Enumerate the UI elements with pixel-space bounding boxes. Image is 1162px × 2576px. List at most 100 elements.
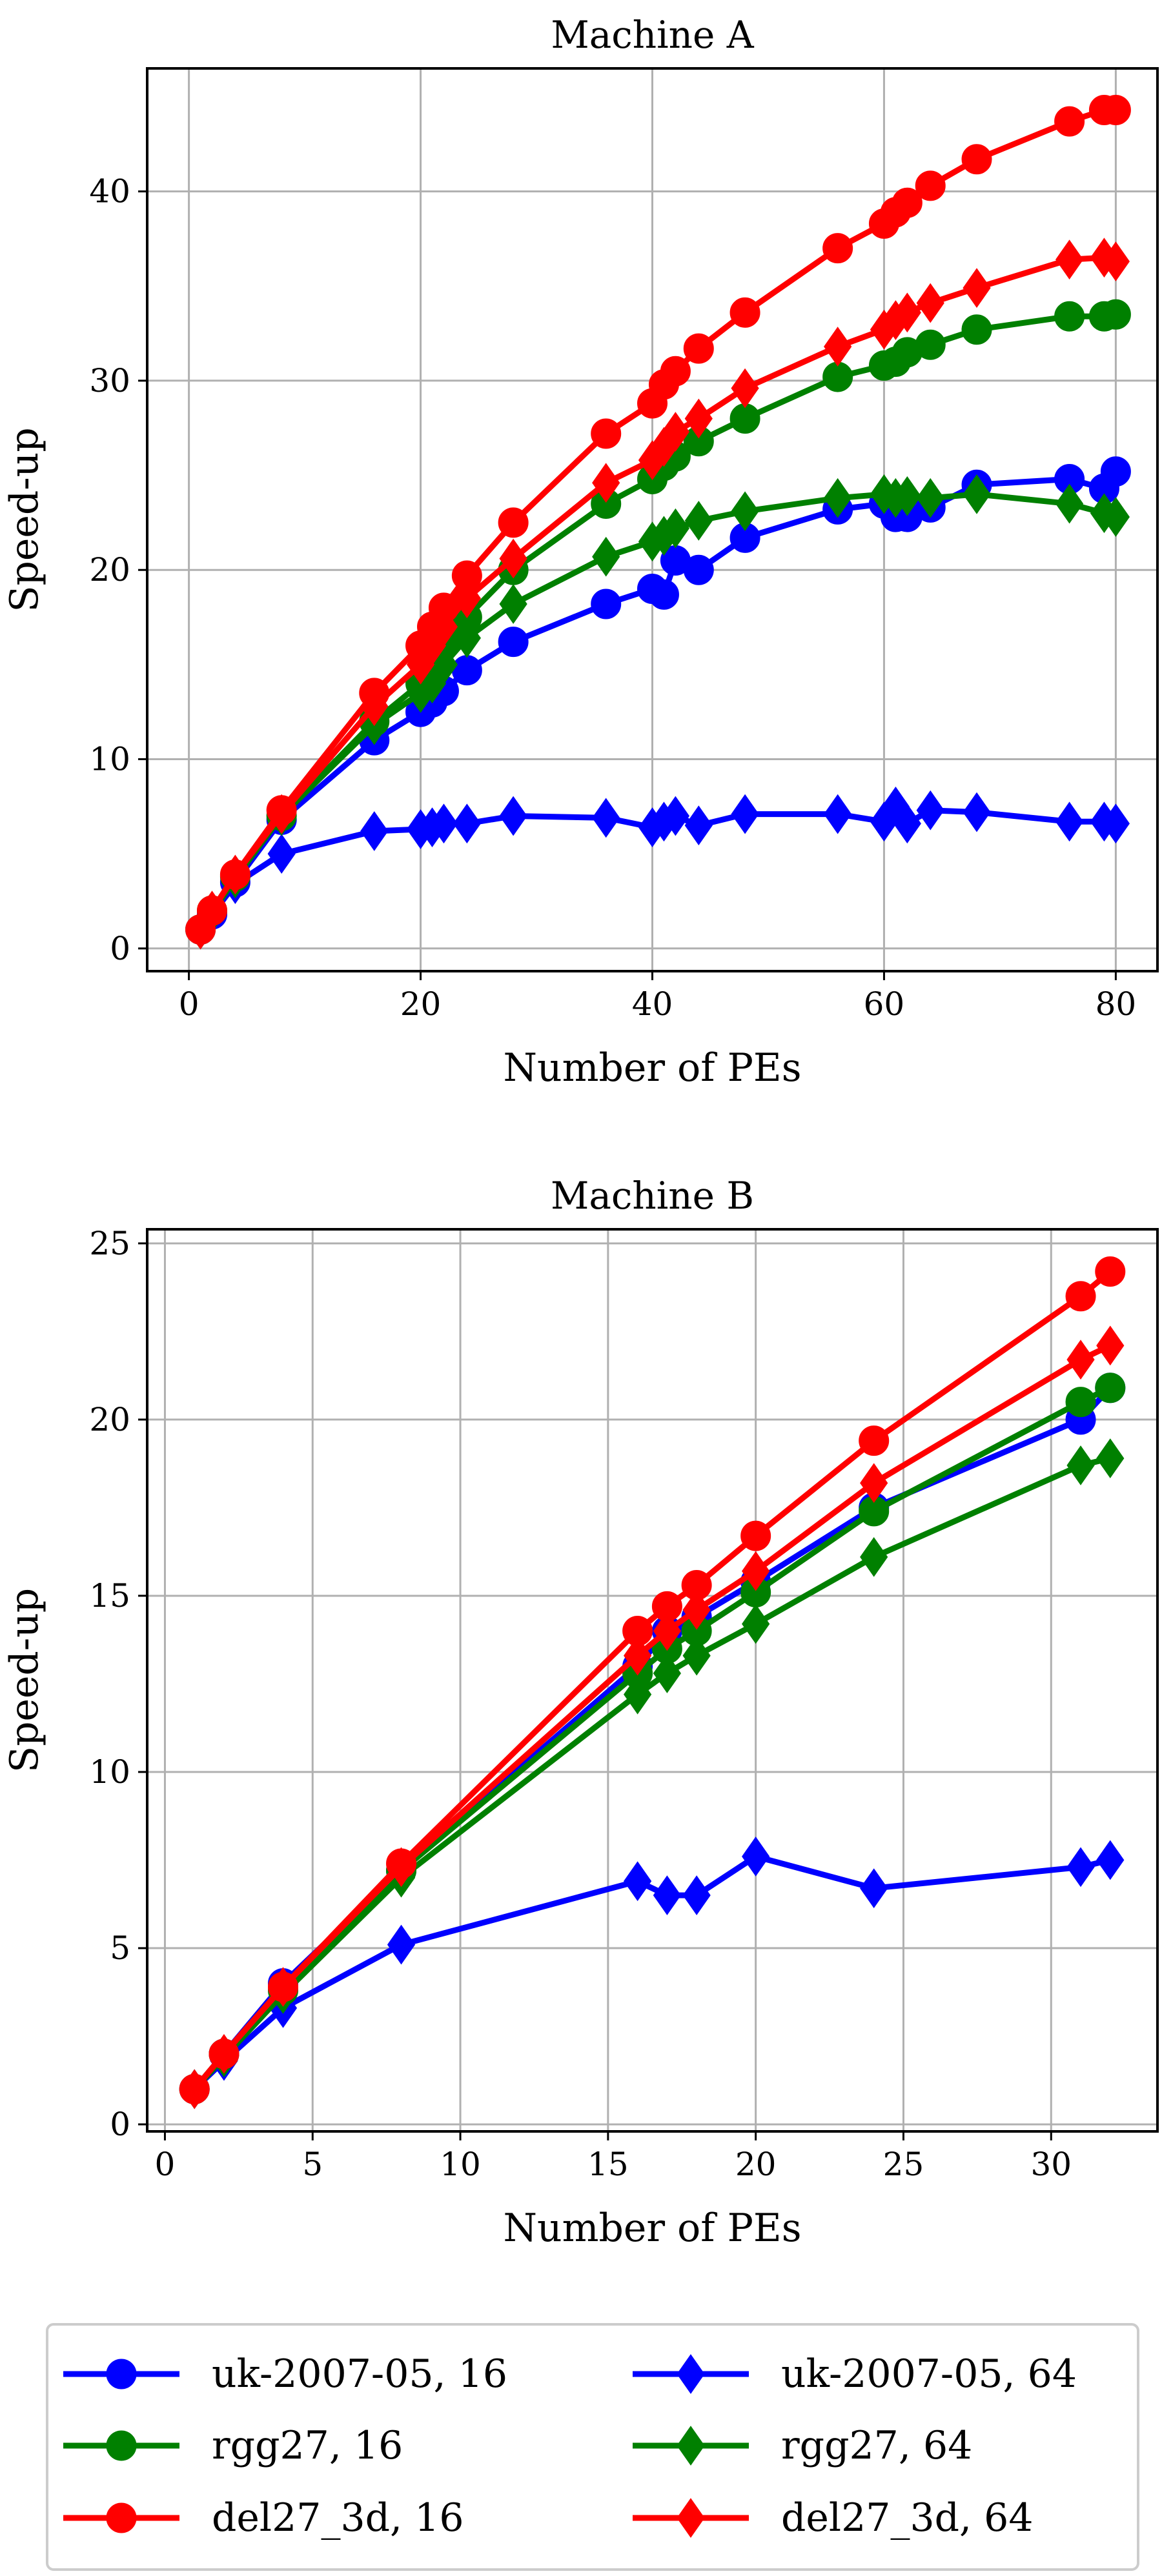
data-point xyxy=(1066,1847,1095,1887)
y-tick-label: 10 xyxy=(89,741,130,778)
data-point xyxy=(742,1604,770,1644)
series-rgg27-16 xyxy=(179,1373,1126,2104)
data-point xyxy=(915,329,946,360)
data-point xyxy=(729,297,760,328)
y-tick-label: 25 xyxy=(89,1225,130,1262)
y-tick-label: 0 xyxy=(110,2106,130,2143)
chart-title: Machine B xyxy=(551,1174,754,1218)
data-point xyxy=(1095,1256,1126,1287)
y-tick-label: 0 xyxy=(110,930,130,967)
x-tick-label: 60 xyxy=(864,985,905,1023)
legend-entry: del27_3d, 64 xyxy=(633,2495,1034,2541)
data-point xyxy=(893,476,921,516)
data-point xyxy=(198,891,227,931)
data-point xyxy=(653,1875,681,1915)
series-uk-2007-05-64 xyxy=(186,786,1130,950)
data-point xyxy=(1055,239,1084,280)
x-tick-label: 10 xyxy=(440,2146,481,2183)
data-point xyxy=(267,834,296,874)
series-rgg27-64 xyxy=(180,1438,1125,2109)
legend-label: uk-2007-05, 16 xyxy=(212,2351,507,2397)
data-point xyxy=(661,508,690,548)
data-point xyxy=(961,314,992,345)
x-tick-label: 20 xyxy=(735,2146,777,2183)
data-point xyxy=(429,803,458,844)
data-point xyxy=(1066,1445,1095,1485)
x-axis-label: Number of PEs xyxy=(503,2206,801,2251)
data-point xyxy=(592,798,620,838)
data-point xyxy=(660,356,691,387)
data-point xyxy=(683,554,714,585)
plot-area xyxy=(179,1256,1126,2109)
data-point xyxy=(387,1924,416,1965)
x-tick-label: 0 xyxy=(179,985,199,1023)
data-point xyxy=(859,1425,890,1456)
data-point xyxy=(963,792,991,832)
data-point xyxy=(860,1868,888,1909)
data-point xyxy=(916,790,944,830)
data-point xyxy=(624,1861,652,1902)
x-tick-label: 25 xyxy=(883,2146,924,2183)
legend-label: uk-2007-05, 64 xyxy=(781,2351,1077,2397)
data-point xyxy=(387,1847,416,1887)
data-point xyxy=(740,1520,771,1551)
x-tick-label: 15 xyxy=(587,2146,629,2183)
data-point xyxy=(684,501,713,541)
data-point xyxy=(591,418,622,449)
data-point xyxy=(1096,1325,1125,1366)
legend-marker-diamond xyxy=(677,2354,705,2394)
legend-label: del27_3d, 64 xyxy=(781,2495,1034,2541)
y-tick-label: 5 xyxy=(110,1929,130,1967)
y-tick-label: 20 xyxy=(89,551,130,589)
data-point xyxy=(860,1536,888,1577)
y-axis-label: Speed-up xyxy=(2,1588,47,1773)
data-point xyxy=(453,618,481,658)
data-point xyxy=(453,578,481,619)
series-uk-2007-05-16 xyxy=(179,1373,1126,2104)
data-point xyxy=(1055,483,1084,524)
data-point xyxy=(453,803,481,844)
data-point xyxy=(1065,1281,1096,1312)
data-point xyxy=(451,655,482,686)
legend-marker-circle xyxy=(106,2502,137,2533)
data-point xyxy=(499,538,527,579)
data-point xyxy=(1054,106,1085,137)
data-point xyxy=(683,333,714,364)
data-point xyxy=(682,1589,711,1630)
data-point xyxy=(1101,241,1130,282)
data-point xyxy=(499,584,527,624)
data-point xyxy=(269,1967,298,2007)
data-point xyxy=(267,794,296,834)
data-point xyxy=(498,507,529,538)
data-point xyxy=(892,187,922,218)
x-tick-label: 40 xyxy=(632,985,673,1023)
data-point xyxy=(684,398,713,439)
data-point xyxy=(893,803,921,844)
legend-entry: rgg27, 16 xyxy=(63,2423,403,2468)
chart-title: Machine A xyxy=(551,13,754,57)
legend-marker-diamond xyxy=(677,2498,705,2538)
y-axis-label: Speed-up xyxy=(2,427,47,612)
data-point xyxy=(498,627,529,658)
data-point xyxy=(1101,803,1130,844)
legend-label: rgg27, 16 xyxy=(212,2423,403,2468)
legend-entry: uk-2007-05, 16 xyxy=(63,2351,507,2397)
data-point xyxy=(731,794,759,834)
data-point xyxy=(731,368,759,408)
data-point xyxy=(221,854,250,895)
legend-marker-circle xyxy=(106,2430,137,2461)
data-point xyxy=(824,794,852,834)
series-rgg27-64 xyxy=(186,474,1130,950)
data-point xyxy=(860,1463,888,1504)
data-point xyxy=(684,805,713,846)
data-point xyxy=(661,796,690,836)
data-point xyxy=(624,1674,652,1715)
data-point xyxy=(682,1875,711,1915)
data-point xyxy=(1096,1438,1125,1478)
data-point xyxy=(653,1611,681,1651)
y-tick-label: 10 xyxy=(89,1753,130,1791)
data-point xyxy=(1100,95,1131,126)
legend-label: rgg27, 64 xyxy=(781,2423,972,2468)
legend-frame xyxy=(46,2323,1139,2571)
series-uk-2007-05-64 xyxy=(180,1836,1125,2109)
